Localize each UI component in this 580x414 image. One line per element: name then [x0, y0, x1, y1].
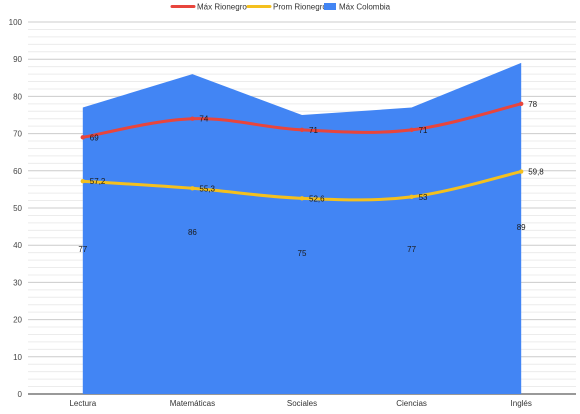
x-tick-label: Ciencias — [396, 399, 427, 408]
y-tick-label: 70 — [13, 130, 22, 139]
data-point — [409, 127, 414, 133]
y-axis: 0 10 20 30 40 50 60 70 80 90 100 — [9, 18, 23, 399]
area-series-maximo-colombia — [82, 62, 522, 395]
data-label: 78 — [528, 100, 537, 109]
data-label: 74 — [199, 115, 208, 124]
data-point — [519, 169, 524, 174]
y-tick-label: 60 — [13, 167, 22, 176]
legend-item[interactable]: Prom Rionegro — [246, 3, 327, 12]
y-tick-label: 20 — [13, 316, 22, 325]
area-series-layer — [82, 62, 522, 395]
data-label: 57,2 — [90, 177, 106, 186]
x-tick-label: Matemáticas — [170, 399, 215, 408]
x-tick-label: Inglés — [511, 399, 532, 408]
y-tick-label: 30 — [13, 278, 22, 287]
data-label: 77 — [407, 245, 416, 254]
y-tick-label: 80 — [13, 92, 22, 101]
y-tick-label: 50 — [13, 204, 22, 213]
legend-item[interactable]: Máx Rionegro — [170, 3, 247, 12]
data-label: 53 — [419, 193, 428, 202]
data-label: 71 — [309, 126, 318, 135]
data-label: 69 — [90, 133, 99, 142]
legend-label: Máx Colombia — [339, 3, 391, 12]
data-point — [409, 194, 414, 200]
legend[interactable]: Máx Rionegro Prom Rionegro Máx Colombia — [170, 3, 391, 12]
data-label: 71 — [419, 126, 428, 135]
data-label: 52,6 — [309, 194, 325, 203]
data-point — [190, 116, 195, 121]
data-label: 55,3 — [199, 184, 215, 193]
line-series-layer — [80, 101, 524, 202]
data-label: 86 — [188, 228, 197, 237]
data-point — [519, 101, 524, 107]
data-label: 75 — [298, 249, 307, 258]
y-tick-label: 40 — [13, 241, 22, 250]
data-point — [299, 196, 305, 201]
data-label: 89 — [517, 223, 526, 232]
data-labels-layer: 77 86 75 77 89 69 74 71 71 78 57,2 55,3 52,6 53 59,8 — [78, 100, 544, 258]
y-tick-label: 10 — [13, 353, 22, 362]
y-tick-label: 100 — [9, 18, 23, 27]
legend-swatch — [324, 3, 336, 10]
data-label: 59,8 — [528, 168, 544, 177]
legend-item[interactable]: Máx Colombia — [324, 3, 391, 12]
data-point — [190, 186, 195, 191]
data-point — [299, 127, 305, 133]
y-tick-label: 0 — [18, 390, 23, 399]
data-label: 77 — [78, 245, 87, 254]
x-tick-label: Lectura — [69, 399, 96, 408]
x-axis: Lectura Matemáticas Sociales Ciencias Inglés — [69, 399, 531, 408]
legend-label: Prom Rionegro — [273, 3, 327, 12]
data-point — [80, 135, 86, 140]
x-tick-label: Sociales — [287, 399, 317, 408]
data-point — [80, 179, 86, 184]
legend-label: Máx Rionegro — [197, 3, 247, 12]
y-tick-label: 90 — [13, 55, 22, 64]
